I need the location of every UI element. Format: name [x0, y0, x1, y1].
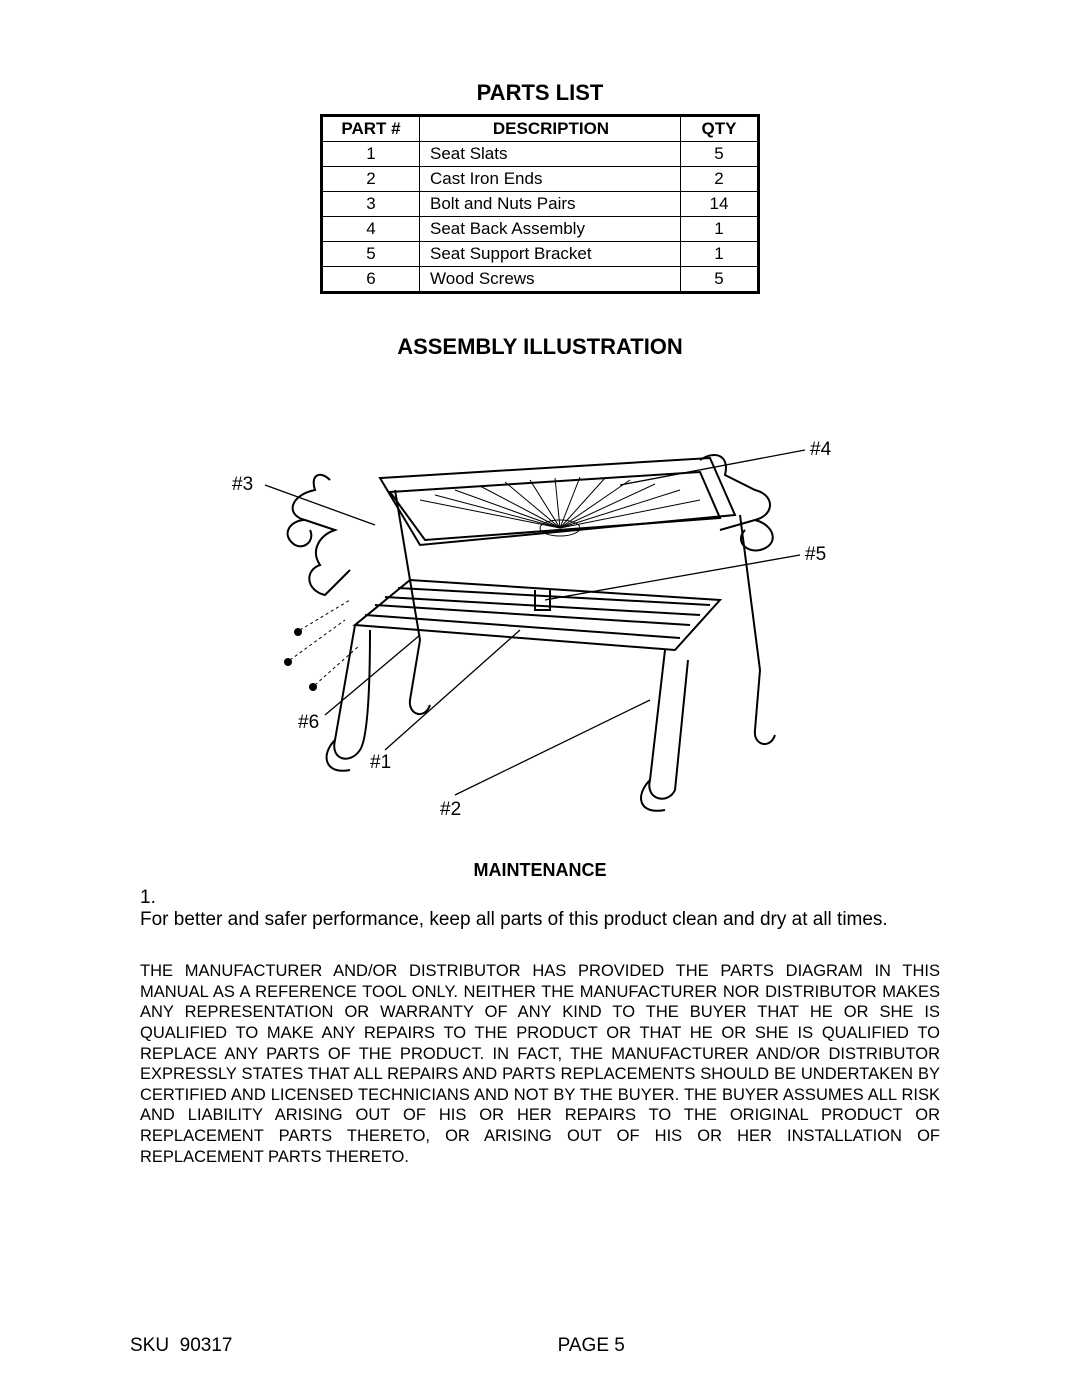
cell-desc: Seat Back Assembly [420, 217, 681, 242]
leader-2 [455, 700, 650, 795]
table-row: 2 Cast Iron Ends 2 [322, 167, 759, 192]
table-row: 1 Seat Slats 5 [322, 142, 759, 167]
cell-part: 5 [322, 242, 420, 267]
cell-qty: 14 [681, 192, 759, 217]
header-qty: QTY [681, 116, 759, 142]
callout-1: #1 [370, 752, 391, 773]
cell-desc: Wood Screws [420, 267, 681, 293]
table-row: 4 Seat Back Assembly 1 [322, 217, 759, 242]
sku-label: SKU [130, 1335, 169, 1356]
disclaimer-text: THE MANUFACTURER AND/OR DISTRIBUTOR HAS … [140, 961, 940, 1167]
cell-desc: Cast Iron Ends [420, 167, 681, 192]
page-value: 5 [614, 1335, 625, 1356]
cell-part: 1 [322, 142, 420, 167]
parts-list-title: PARTS LIST [120, 80, 960, 106]
callout-3: #3 [232, 474, 253, 495]
page-footer: SKU 90317 PAGE 5 [130, 1335, 950, 1357]
maint-item-num: 1. [140, 887, 180, 909]
maint-item-text: For better and safer performance, keep a… [140, 909, 900, 931]
cell-desc: Bolt and Nuts Pairs [420, 192, 681, 217]
header-part: PART # [322, 116, 420, 142]
callout-4: #4 [810, 439, 832, 460]
page-label: PAGE [558, 1335, 609, 1356]
cell-desc: Seat Slats [420, 142, 681, 167]
cell-part: 2 [322, 167, 420, 192]
parts-table: PART # DESCRIPTION QTY 1 Seat Slats 5 2 … [320, 114, 760, 294]
table-header-row: PART # DESCRIPTION QTY [322, 116, 759, 142]
leader-5 [545, 555, 800, 600]
table-row: 5 Seat Support Bracket 1 [322, 242, 759, 267]
bench-illustration: #3 #4 #5 #6 #1 #2 [220, 400, 860, 840]
cell-part: 4 [322, 217, 420, 242]
leader-6 [325, 635, 420, 715]
callout-5: #5 [805, 544, 826, 565]
cell-qty: 5 [681, 267, 759, 293]
cell-qty: 2 [681, 167, 759, 192]
assembly-title: ASSEMBLY ILLUSTRATION [120, 334, 960, 360]
table-row: 3 Bolt and Nuts Pairs 14 [322, 192, 759, 217]
maintenance-list: 1. For better and safer performance, kee… [140, 887, 940, 931]
page-number-block: PAGE 5 [130, 1335, 950, 1357]
cell-part: 6 [322, 267, 420, 293]
cell-qty: 1 [681, 217, 759, 242]
callout-2: #2 [440, 799, 461, 820]
sku-block: SKU 90317 [130, 1335, 232, 1357]
cell-qty: 5 [681, 142, 759, 167]
cell-part: 3 [322, 192, 420, 217]
cell-qty: 1 [681, 242, 759, 267]
callout-6: #6 [298, 712, 319, 733]
leader-3 [265, 485, 375, 525]
page: PARTS LIST PART # DESCRIPTION QTY 1 Seat… [0, 0, 1080, 1397]
cell-desc: Seat Support Bracket [420, 242, 681, 267]
maintenance-title: MAINTENANCE [120, 860, 960, 881]
table-row: 6 Wood Screws 5 [322, 267, 759, 293]
sku-value: 90317 [180, 1335, 233, 1356]
header-description: DESCRIPTION [420, 116, 681, 142]
